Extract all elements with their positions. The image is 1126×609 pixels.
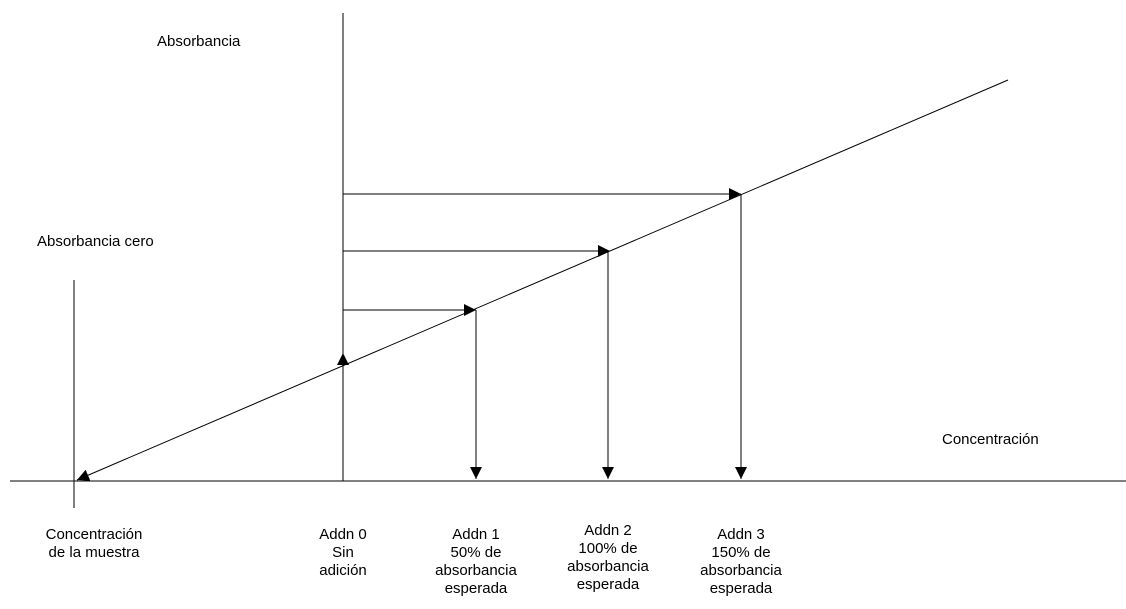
- addn1-label: Addn 1 50% de absorbancia esperada: [435, 526, 517, 598]
- addn2-line-4: esperada: [576, 576, 640, 593]
- addn3-line-4: esperada: [709, 580, 773, 597]
- addn2-line-2: 100% de: [578, 540, 638, 557]
- calibration-line: [76, 79, 1009, 481]
- sample-concentration-line-2: de la muestra: [48, 544, 140, 561]
- addn1-line-4: esperada: [444, 580, 508, 597]
- addn2-line-1: Addn 2: [584, 522, 632, 539]
- addn3-line-2: 150% de: [711, 544, 771, 561]
- addn2-line-3: absorbancia: [567, 558, 649, 575]
- addn1-line-1: Addn 1: [452, 526, 500, 543]
- addn0-line-3: adición: [319, 562, 367, 579]
- addn1-line-2: 50% de: [450, 544, 502, 561]
- addn0-line-1: Addn 0: [319, 526, 367, 543]
- addn3-line-3: absorbancia: [700, 562, 782, 579]
- addn0-label: Addn 0 Sin adición: [319, 526, 367, 580]
- y-axis-label: Absorbancia: [157, 33, 241, 50]
- sample-concentration-line-1: Concentración: [45, 526, 143, 543]
- sample-concentration-label: Concentración de la muestra: [46, 526, 143, 562]
- x-axis-label: Concentración: [942, 431, 1039, 448]
- addn1-line-3: absorbancia: [435, 562, 517, 579]
- addn0-line-2: Sin: [332, 544, 354, 561]
- addn3-line-1: Addn 3: [717, 526, 765, 543]
- addn3-label: Addn 3 150% de absorbancia esperada: [700, 526, 782, 598]
- zero-absorbance-label: Absorbancia cero: [37, 233, 154, 250]
- addn2-label: Addn 2 100% de absorbancia esperada: [567, 522, 649, 594]
